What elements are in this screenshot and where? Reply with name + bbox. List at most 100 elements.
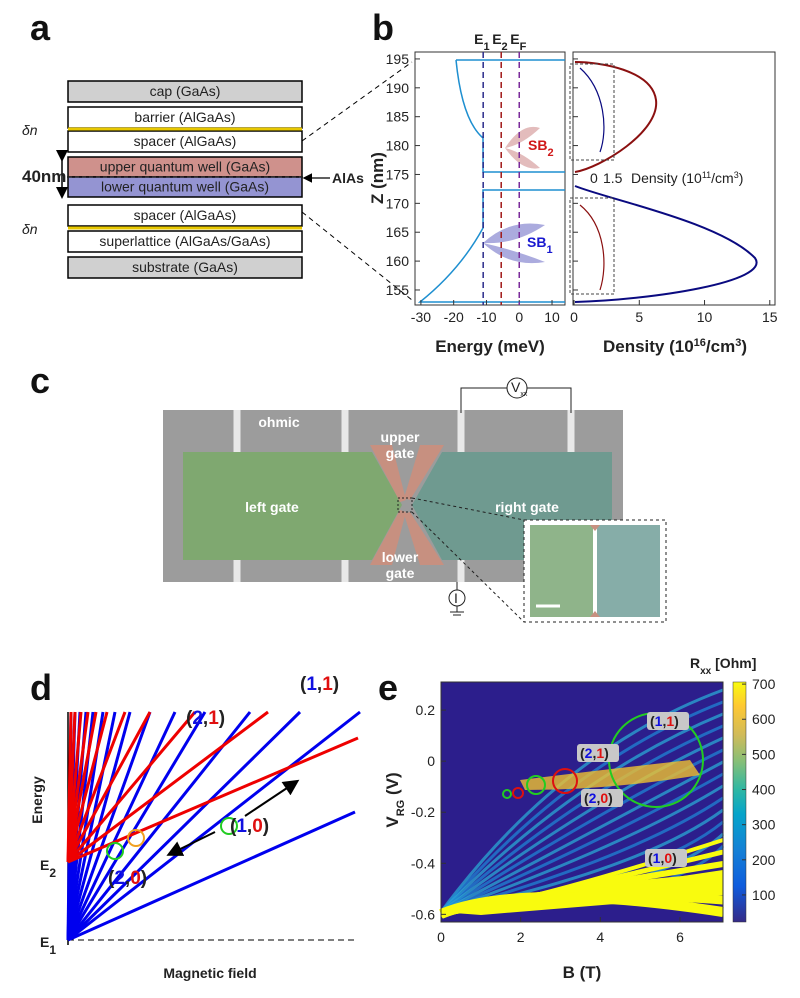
landau-level: [67, 736, 359, 864]
crossing-marker: [512, 787, 524, 799]
colorbar-tick-label: 300: [752, 817, 776, 833]
thickness-label: 40nm: [22, 167, 66, 186]
state-label: (1,1): [300, 674, 339, 695]
y-tick-label: 0: [427, 753, 435, 769]
device-label: lower: [382, 549, 419, 565]
landau-level: [66, 711, 197, 863]
y-tick-label: 175: [386, 166, 410, 182]
y-tick-label: -0.6: [411, 906, 435, 922]
colorbar-tick-label: 200: [752, 852, 776, 868]
resistance-band: [441, 870, 723, 915]
x-tick-label: 10: [697, 309, 713, 325]
layer: [67, 256, 303, 279]
panel-label: d: [30, 667, 52, 708]
panel-label: e: [378, 667, 398, 708]
oscillation: [440, 784, 724, 914]
layer: [67, 80, 303, 103]
state-label: (1,0): [648, 850, 677, 866]
x-tick-label: 6: [676, 929, 684, 945]
layer-label: lower quantum well (GaAs): [101, 179, 269, 195]
state-label: (2,1): [580, 745, 609, 761]
colorbar-tick-label: 500: [752, 746, 776, 762]
device-label: gate: [386, 565, 415, 581]
landau-level: [66, 711, 177, 941]
crossing-marker: [127, 829, 145, 847]
alas-label: AlAs: [332, 170, 364, 186]
landau-level: [66, 711, 127, 863]
panel-label: a: [30, 7, 51, 48]
subband-label: SB2: [528, 137, 554, 159]
x-tick-label: 0: [437, 929, 445, 945]
zoom-line: [301, 211, 413, 301]
device-label: right gate: [495, 499, 559, 515]
landau-level: [67, 710, 269, 864]
layer-label: spacer (AlGaAs): [134, 207, 237, 223]
landau-level: [67, 710, 361, 942]
state-label: (1,0): [230, 816, 269, 837]
state-box: [647, 712, 689, 730]
plot-frame: [440, 681, 724, 923]
landau-level: [66, 711, 73, 863]
x-tick-label: -30: [411, 309, 431, 325]
inset-tick-label: 0: [590, 170, 598, 186]
x-axis-label: Energy (meV): [435, 337, 545, 356]
panel-label: c: [30, 360, 50, 401]
layer: [67, 230, 303, 253]
inset-axis-label: Density (1011/cm3): [631, 170, 743, 186]
level-label: EF: [510, 31, 526, 53]
y-tick-label: 195: [386, 51, 410, 67]
x-axis-label: Density (1016/cm3): [603, 337, 747, 356]
x-tick-label: 2: [517, 929, 525, 945]
oscillation: [439, 712, 724, 914]
device-image: [163, 377, 667, 623]
landau-level: [66, 710, 302, 942]
y-axis-label: VRG (V): [383, 772, 407, 827]
layer-label: upper quantum well (GaAs): [100, 159, 270, 175]
subband-label: SB1: [527, 234, 553, 256]
level-label: E1: [40, 934, 56, 957]
inset-curve: [579, 67, 605, 153]
state-box: [581, 789, 623, 807]
oscillation: [440, 736, 724, 914]
x-axis-label: B (T): [563, 963, 602, 982]
plot-frame: [414, 51, 566, 306]
state-label: (2,1): [186, 708, 225, 729]
subband-shape: [505, 126, 540, 169]
colorbar: [732, 681, 747, 923]
layer: [67, 176, 303, 198]
state-label: (2,0): [584, 790, 613, 806]
meter-label: I: [454, 590, 458, 606]
y-tick-label: 180: [386, 138, 410, 154]
y-tick-label: 0.2: [416, 702, 436, 718]
device-label: left gate: [245, 499, 299, 515]
x-tick-label: 4: [596, 929, 604, 945]
arrow: [244, 779, 300, 817]
x-axis-label: Magnetic field: [163, 965, 256, 981]
fan-diagram: (1,1) (2,1) (1,0) (2,0): [66, 674, 361, 945]
x-tick-label: 15: [762, 309, 778, 325]
y-tick-label: 160: [386, 253, 410, 269]
device-label: upper: [381, 429, 420, 445]
layer-label: substrate (GaAs): [132, 259, 238, 275]
landau-level: [66, 711, 109, 863]
inset-box: [569, 63, 615, 161]
x-tick-label: 0: [570, 309, 578, 325]
y-tick-label: 165: [386, 224, 410, 240]
y-tick-label: 155: [386, 282, 410, 298]
x-tick-label: -10: [476, 309, 496, 325]
x-tick-label: 0: [515, 309, 523, 325]
inset-curve: [579, 204, 605, 291]
landau-level: [66, 711, 117, 941]
y-tick-label: -0.4: [411, 855, 435, 871]
y-tick-label: 170: [386, 195, 410, 211]
density-curve: [574, 61, 658, 173]
layer: [67, 204, 303, 227]
x-tick-label: 10: [544, 309, 560, 325]
device-label: gate: [386, 445, 415, 461]
plot-frame: [572, 51, 776, 306]
zoom-line: [301, 61, 413, 142]
colorbar-tick-label: 700: [752, 676, 776, 692]
colorbar-title: Rxx [Ohm]: [690, 655, 756, 677]
level-label: E2: [40, 857, 56, 880]
landau-level: [67, 810, 356, 942]
